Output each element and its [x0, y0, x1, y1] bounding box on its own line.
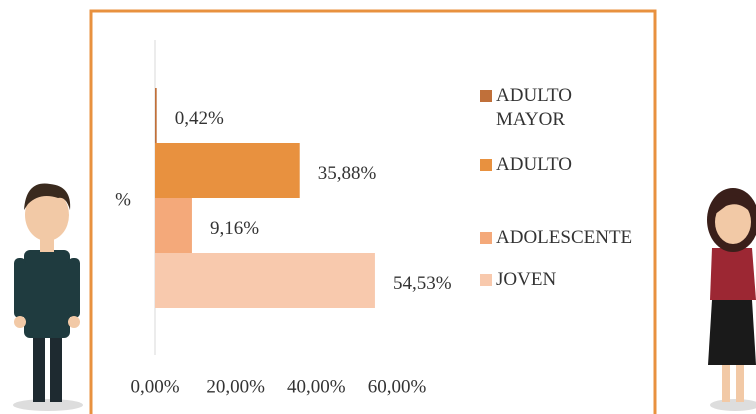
- legend-label: ADULTO MAYOR: [496, 84, 591, 132]
- bar: [155, 88, 157, 143]
- value-label: 0,42%: [175, 108, 224, 129]
- legend-swatch: [480, 274, 492, 286]
- y-axis-label: %: [115, 189, 131, 210]
- woman: [707, 188, 756, 411]
- bar: [155, 198, 192, 253]
- value-label: 9,16%: [210, 218, 259, 239]
- legend-label: ADULTO: [496, 153, 591, 177]
- chart: % 0,00% 20,00% 40,00% 60,00% 0,42% 35,88% 9,16…: [0, 0, 756, 414]
- value-label: 35,88%: [318, 163, 377, 184]
- legend-swatch: [480, 232, 492, 244]
- value-label: 54,53%: [393, 273, 452, 294]
- page: % 0,00% 20,00% 40,00% 60,00% 0,42% 35,88% 9,16…: [0, 0, 756, 414]
- legend-swatch: [480, 159, 492, 171]
- x-tick-label: 20,00%: [206, 376, 265, 397]
- bar: [155, 143, 300, 198]
- legend-label: ADOLESCENTE: [496, 226, 591, 250]
- man: [13, 184, 83, 411]
- x-tick-label: 40,00%: [287, 376, 346, 397]
- legend-swatch: [480, 90, 492, 102]
- bar: [155, 253, 375, 308]
- x-tick-label: 60,00%: [368, 376, 427, 397]
- x-tick-label: 0,00%: [130, 376, 179, 397]
- legend-label: JOVEN: [496, 268, 591, 292]
